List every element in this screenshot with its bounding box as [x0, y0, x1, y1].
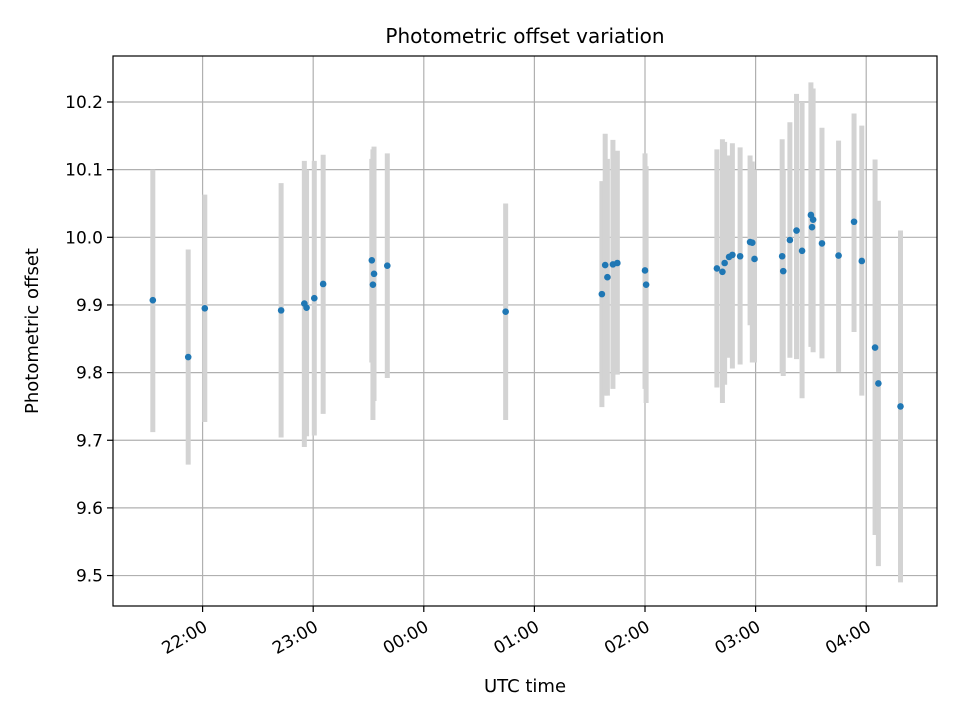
- data-point: [303, 304, 310, 311]
- data-point: [721, 259, 728, 267]
- data-point: [149, 296, 157, 304]
- data-point: [871, 344, 879, 351]
- data-point: [850, 218, 858, 226]
- data-point: [641, 267, 649, 274]
- x-axis-label: UTC time: [484, 676, 566, 697]
- data-point: [818, 240, 826, 247]
- y-tick-label: 10.0: [65, 228, 103, 248]
- data-point: [184, 353, 192, 361]
- y-axis-label: Photometric offset: [22, 248, 43, 414]
- y-tick-label: 9.9: [76, 296, 103, 316]
- data-point: [798, 247, 806, 255]
- y-tick-label: 10.1: [65, 161, 103, 181]
- data-point: [604, 273, 611, 281]
- data-point: [748, 239, 756, 247]
- y-tick-label: 9.7: [76, 431, 103, 451]
- data-point: [369, 281, 377, 288]
- data-point: [719, 268, 726, 276]
- data-point: [751, 255, 758, 263]
- data-point: [786, 236, 794, 244]
- data-point: [779, 267, 787, 275]
- y-axis: 9.5 9.6 9.7 9.8 9.9 10.0 10.1 10.2: [65, 93, 113, 587]
- data-point: [502, 308, 509, 316]
- data-point: [368, 257, 376, 264]
- y-tick-label: 10.2: [65, 93, 103, 113]
- data-point: [370, 270, 378, 278]
- y-tick-label: 9.5: [76, 567, 103, 587]
- data-point: [201, 305, 209, 312]
- data-point: [835, 252, 842, 259]
- data-point: [778, 252, 786, 260]
- data-point: [875, 380, 882, 387]
- data-markers: [149, 211, 904, 410]
- data-point: [729, 251, 736, 259]
- y-tick-label: 9.8: [76, 364, 103, 384]
- plot-frame: [112, 55, 938, 607]
- data-point: [713, 265, 721, 272]
- chart-title: Photometric offset variation: [385, 24, 664, 48]
- data-point: [310, 294, 318, 302]
- data-point: [383, 262, 391, 270]
- data-point: [793, 227, 800, 234]
- data-point: [277, 307, 285, 314]
- data-point: [598, 290, 606, 298]
- data-point: [642, 281, 650, 288]
- data-point: [601, 261, 609, 269]
- data-point: [897, 403, 904, 410]
- data-point: [858, 257, 866, 265]
- data-point: [736, 252, 744, 260]
- y-tick-label: 9.6: [76, 499, 103, 519]
- data-point: [319, 280, 327, 288]
- data-point: [808, 223, 816, 231]
- data-point: [614, 259, 621, 267]
- data-point: [809, 216, 817, 224]
